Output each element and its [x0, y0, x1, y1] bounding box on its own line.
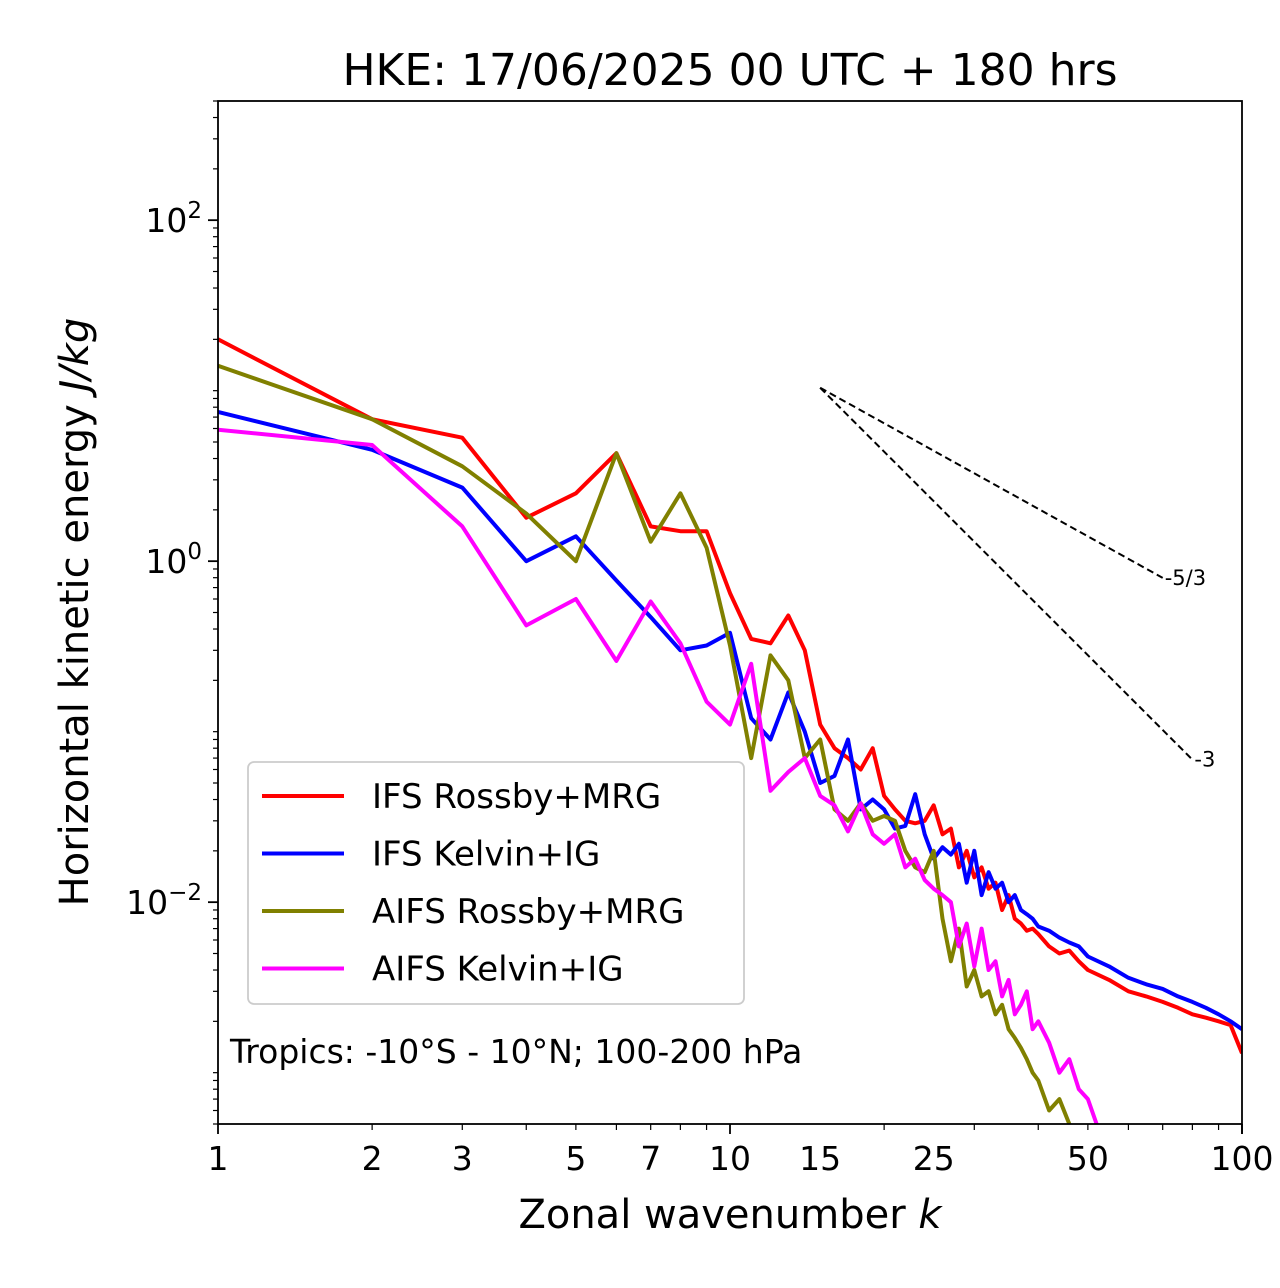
x-tick-label: 25	[913, 1139, 955, 1178]
x-tick-label: 10	[709, 1139, 751, 1178]
x-tick-label: 3	[452, 1139, 473, 1178]
y-tick-label: 10−2	[126, 880, 202, 922]
legend-label: AIFS Kelvin+IG	[372, 950, 624, 990]
x-tick-label: 2	[362, 1139, 383, 1178]
series-line	[218, 337, 1242, 1054]
series-lines	[218, 337, 1242, 1124]
legend: IFS Rossby+MRG IFS Kelvin+IG AIFS Rossby+M…	[247, 761, 745, 1005]
x-axis-ticks: 1 2 3 5 7 10 15 25 50 100	[208, 1124, 1274, 1178]
series-line	[218, 427, 1100, 1124]
reference-slope-label: -5/3	[1165, 566, 1206, 590]
x-tick-label: 1	[208, 1139, 229, 1178]
series-line	[218, 410, 1242, 1031]
region-annotation: Tropics: -10°S - 10°N; 100-200 hPa	[229, 1032, 802, 1071]
x-tick-label: 100	[1211, 1139, 1274, 1178]
legend-label: IFS Kelvin+IG	[372, 835, 600, 875]
x-tick-label: 15	[799, 1139, 841, 1178]
legend-label: IFS Rossby+MRG	[372, 777, 661, 817]
y-tick-label: 102	[145, 198, 202, 240]
y-axis-label: Horizontal kinetic energy J/kg	[52, 318, 98, 907]
series-line	[218, 363, 1072, 1124]
chart-title: HKE: 17/06/2025 00 UTC + 180 hrs	[342, 45, 1117, 96]
reference-slope-label: -3	[1194, 748, 1215, 772]
legend-entries: IFS Rossby+MRG IFS Kelvin+IG AIFS Rossby+M…	[262, 777, 684, 990]
reference-slopes: -5/3 -3	[819, 386, 1215, 772]
x-tick-label: 50	[1067, 1139, 1109, 1178]
y-axis-ticks: 102 100 10−2	[126, 100, 218, 1125]
legend-label: AIFS Rossby+MRG	[372, 892, 684, 932]
reference-slope-line	[819, 386, 1164, 579]
x-tick-label: 5	[565, 1139, 586, 1178]
legend-box	[247, 761, 745, 1005]
y-tick-label: 100	[145, 539, 202, 581]
x-axis-label: Zonal wavenumber k	[518, 1192, 943, 1238]
plot-frame	[217, 100, 1243, 1125]
reference-slope-line	[819, 387, 1194, 761]
x-tick-label: 7	[640, 1139, 661, 1178]
